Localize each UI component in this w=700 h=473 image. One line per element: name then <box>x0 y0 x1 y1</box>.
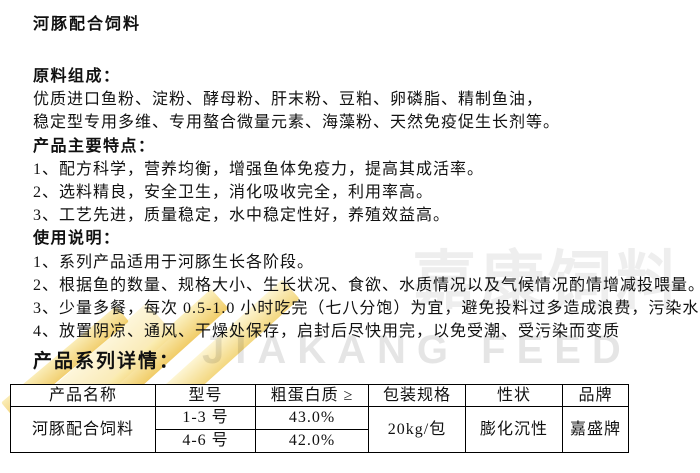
product-spec-table: 产品名称 型号 粗蛋白质 ≥ 包装规格 性状 品牌 河豚配合饲料 1-3 号 4… <box>10 384 629 454</box>
cell-model: 1-3 号 <box>155 406 256 431</box>
feature-item: 1、配方科学，营养均衡，增强鱼体免疫力，提高其成活率。 <box>33 160 485 178</box>
usage-item: 2、根据鱼的数量、规格大小、生长状况、食欲、水质情况以及气候情况酌情增减投喂量。 <box>33 276 700 294</box>
table-row: 河豚配合饲料 1-3 号 43.0% 20kg/包 膨化沉性 嘉盛牌 <box>10 406 629 454</box>
header-crude-protein: 粗蛋白质 ≥ <box>255 384 369 408</box>
ingredients-line: 优质进口鱼粉、淀粉、酵母粉、肝末粉、豆粕、卵磷脂、精制鱼油， <box>33 91 544 109</box>
header-package-spec: 包装规格 <box>368 384 466 408</box>
features-heading: 产品主要特点： <box>33 137 156 155</box>
cell-protein: 43.0% <box>255 406 369 431</box>
usage-item: 3、少量多餐，每次 0.5-1.0 小时吃完（七八分饱）为宜，避免投料过多造成浪… <box>33 300 700 318</box>
cell-package: 20kg/包 <box>368 406 466 454</box>
header-form: 性状 <box>465 384 563 408</box>
cell-brand: 嘉盛牌 <box>562 406 629 454</box>
usage-item: 4、放置阴凉、通风、干燥处保存，启封后尽快用完，以免受潮、受污染而变质 <box>33 323 621 341</box>
usage-item: 1、系列产品适用于河豚生长各阶段。 <box>33 253 315 271</box>
feature-item: 3、工艺先进，质量稳定，水中稳定性好，养殖效益高。 <box>33 207 451 225</box>
cell-model: 4-6 号 <box>155 429 256 454</box>
series-details-heading: 产品系列详情： <box>33 351 181 373</box>
feature-item: 2、选料精良，安全卫生，消化吸收完全，利用率高。 <box>33 184 434 202</box>
header-product-name: 产品名称 <box>10 384 156 408</box>
ingredients-line: 稳定型专用多维、专用螯合微量元素、海藻粉、天然免疫促生长剂等。 <box>33 114 561 132</box>
header-model: 型号 <box>155 384 256 408</box>
table-header-row: 产品名称 型号 粗蛋白质 ≥ 包装规格 性状 品牌 <box>10 384 629 408</box>
cell-protein: 42.0% <box>255 429 369 454</box>
ingredients-heading: 原料组成： <box>33 68 121 85</box>
cell-form: 膨化沉性 <box>465 406 563 454</box>
usage-heading: 使用说明： <box>33 230 121 248</box>
table-row: 4-6 号 42.0% <box>11 429 629 454</box>
cell-product-name: 河豚配合饲料 <box>10 406 156 454</box>
header-brand: 品牌 <box>562 384 629 408</box>
page-title: 河豚配合饲料 <box>33 16 142 33</box>
